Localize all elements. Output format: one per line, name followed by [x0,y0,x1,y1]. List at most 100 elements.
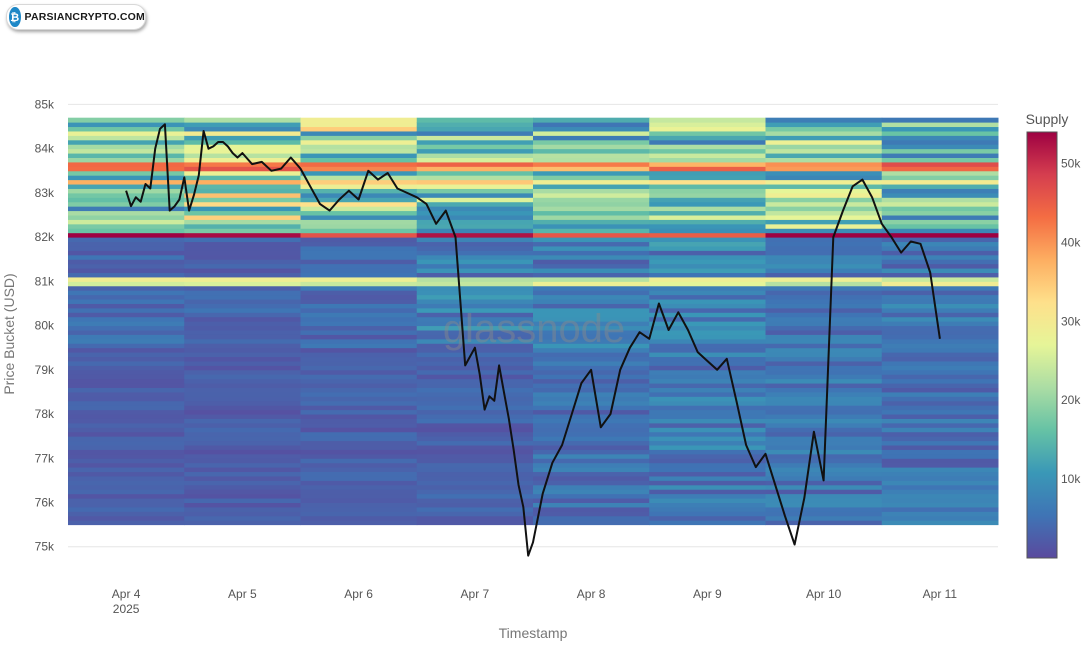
heatmap-cell [533,400,650,406]
heatmap-cell [68,360,185,366]
heatmap-cell [881,245,999,251]
heatmap-cell [649,201,766,207]
x-tick-label: Apr 7 [461,587,490,601]
heatmap-cell [68,347,185,353]
heatmap-cell [184,312,301,318]
heatmap-cell [649,223,766,229]
heatmap-cell [881,520,999,526]
heatmap-cell [68,276,185,282]
heatmap-cell [416,515,534,521]
heatmap-cell [881,316,999,322]
heatmap-cell [68,467,185,473]
heatmap-cell [649,153,766,158]
heatmap-cell [300,272,418,278]
heatmap-cell [533,210,650,216]
heatmap-cell [881,122,999,128]
heatmap-cell [881,352,999,358]
heatmap-cell [416,484,534,490]
heatmap-cell [300,480,418,486]
heatmap-cell [649,325,766,331]
heatmap-cell [184,250,301,256]
heatmap-cell [300,475,418,481]
heatmap-cell [300,192,418,198]
heatmap-cell [184,281,301,287]
heatmap-cell [68,197,185,203]
heatmap-cell [649,462,766,468]
heatmap-cell [300,498,418,503]
heatmap-cell [184,272,301,278]
heatmap-cell [184,502,301,508]
heatmap-cell [184,414,301,419]
heatmap-cell [300,330,418,335]
heatmap-cell [765,184,883,189]
heatmap-cell [416,126,534,132]
heatmap-cell [649,135,766,141]
heatmap-cell [68,506,185,512]
heatmap-cell [765,511,883,517]
heatmap-cell [881,179,999,185]
heatmap-cell [881,427,999,433]
heatmap-cell [416,325,534,331]
heatmap-cell [649,130,766,136]
heatmap-cell [300,467,418,473]
heatmap-cell [765,197,883,203]
heatmap-cell [184,245,301,251]
heatmap-cell [68,139,185,145]
heatmap-cell [300,250,418,256]
heatmap-cell [765,307,883,313]
heatmap-cell [533,232,650,238]
heatmap-cell [881,360,999,366]
heatmap-cell [184,285,301,291]
heatmap-cell [68,263,185,269]
heatmap-cell [68,294,185,300]
heatmap-cell [881,139,999,145]
heatmap-cell [300,290,418,296]
x-tick-label: Apr 11 [923,587,958,601]
y-axis: 75k 76k 77k 78k 79k 80k 81k 82k 83k 84k 85k [35,97,55,553]
heatmap-cell [416,250,534,256]
heatmap-cell [68,498,185,503]
heatmap-cell [765,369,883,375]
heatmap-cell [881,356,999,362]
heatmap-cell [533,484,650,490]
heatmap-cell [765,360,883,366]
heatmap-cell [765,157,883,163]
heatmap-cell [533,135,650,141]
heatmap-cell [416,122,534,128]
heatmap-cell [416,360,534,366]
heatmap-cell [416,462,534,468]
heatmap-cell [68,303,185,309]
heatmap-cell [649,369,766,375]
heatmap-cell [416,245,534,251]
heatmap-cell [533,130,650,136]
heatmap-cell [68,396,185,402]
heatmap-cell [416,175,534,181]
heatmap-cell [765,126,883,132]
heatmap-cell [68,436,185,442]
heatmap-cell [68,254,185,260]
heatmap-cell [881,365,999,371]
heatmap-cell [416,467,534,473]
heatmap-cell [300,130,418,136]
heatmap-cell [416,458,534,464]
heatmap-cell [416,502,534,508]
heatmap-cell [300,378,418,384]
heatmap-cell [416,254,534,260]
heatmap-cell [533,343,650,349]
heatmap-cell [184,369,301,375]
logo-text: PARSIANCRYPTO.COM [24,11,145,23]
heatmap-cell [184,263,301,269]
heatmap-cell [184,471,301,477]
heatmap-cell [416,449,534,455]
heatmap-cell [649,471,766,477]
heatmap-cell [184,343,301,349]
heatmap-cell [765,325,883,331]
heatmap-cell [416,369,534,375]
heatmap-cell [533,197,650,203]
heatmap-cell [881,493,999,499]
heatmap-cell [533,520,650,526]
heatmap-cell [881,263,999,269]
heatmap-cell [649,241,766,247]
heatmap-cell [416,232,534,238]
heatmap-cell [533,334,650,340]
